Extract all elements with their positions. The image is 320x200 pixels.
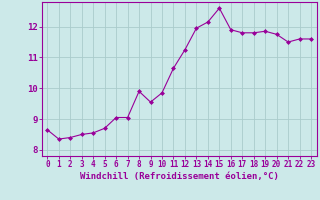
X-axis label: Windchill (Refroidissement éolien,°C): Windchill (Refroidissement éolien,°C) <box>80 172 279 181</box>
